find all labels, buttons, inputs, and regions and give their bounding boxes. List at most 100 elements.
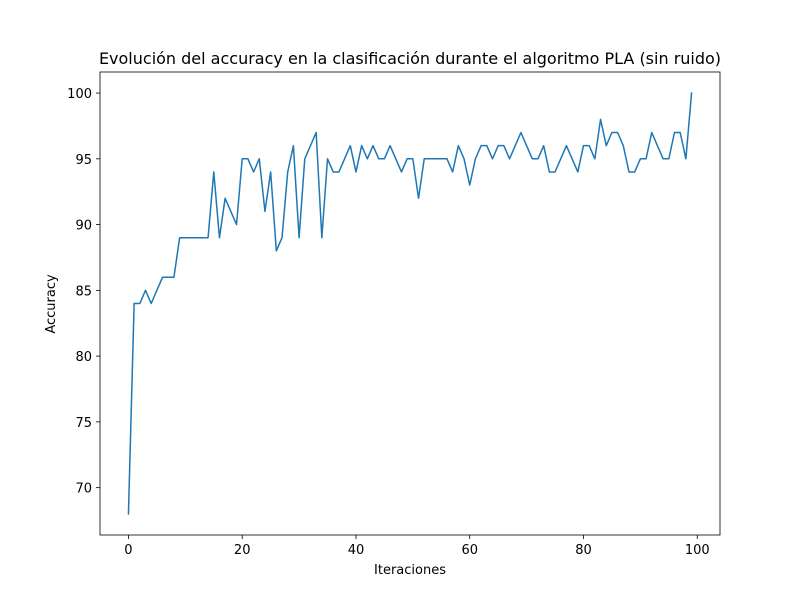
- data-point: [190, 237, 192, 239]
- data-point: [463, 158, 465, 160]
- data-point: [628, 171, 630, 173]
- data-point: [657, 145, 659, 147]
- data-point: [611, 132, 613, 134]
- data-point: [372, 145, 374, 147]
- data-point: [685, 158, 687, 160]
- x-axis-ticks: 0 20 40 60 80 100: [124, 535, 710, 558]
- data-point: [281, 237, 283, 239]
- data-point: [662, 158, 664, 160]
- y-tick-label: 80: [75, 350, 92, 365]
- data-point: [651, 132, 653, 134]
- x-tick-label: 20: [234, 543, 251, 558]
- data-point: [526, 145, 528, 147]
- data-point: [617, 132, 619, 134]
- data-point: [571, 158, 573, 160]
- data-point: [531, 158, 533, 160]
- data-point: [179, 237, 181, 239]
- data-point: [588, 145, 590, 147]
- data-point: [230, 211, 232, 213]
- data-point: [247, 158, 249, 160]
- data-point: [167, 276, 169, 278]
- x-tick-label: 40: [348, 543, 365, 558]
- data-point: [543, 145, 545, 147]
- data-point: [469, 184, 471, 186]
- data-point: [173, 276, 175, 278]
- x-tick-label: 100: [685, 543, 710, 558]
- data-point: [270, 171, 272, 173]
- y-tick-label: 90: [75, 219, 92, 234]
- data-point: [241, 158, 243, 160]
- y-tick-label: 85: [75, 284, 92, 299]
- x-tick-label: 80: [575, 543, 592, 558]
- x-tick-label: 0: [124, 543, 132, 558]
- x-axis-label: Iteraciones: [374, 563, 446, 578]
- data-point: [634, 171, 636, 173]
- data-point: [133, 303, 135, 305]
- data-point: [480, 145, 482, 147]
- data-point: [395, 158, 397, 160]
- data-point: [401, 171, 403, 173]
- data-point: [378, 158, 380, 160]
- data-point: [293, 145, 295, 147]
- data-point: [503, 145, 505, 147]
- data-point: [566, 145, 568, 147]
- data-point: [128, 513, 130, 515]
- data-point: [440, 158, 442, 160]
- data-point: [640, 158, 642, 160]
- data-point: [645, 158, 647, 160]
- data-point: [446, 158, 448, 160]
- data-point: [554, 171, 556, 173]
- data-point: [691, 92, 693, 94]
- data-point: [349, 145, 351, 147]
- data-point: [429, 158, 431, 160]
- data-point: [236, 224, 238, 226]
- data-point: [185, 237, 187, 239]
- data-point: [492, 158, 494, 160]
- data-point: [674, 132, 676, 134]
- series-line-accuracy: [127, 92, 693, 515]
- y-tick-label: 100: [67, 87, 92, 102]
- data-point: [287, 171, 289, 173]
- data-point: [514, 145, 516, 147]
- data-point: [332, 171, 334, 173]
- y-axis-ticks: 70 75 80 85 90 95 100: [67, 87, 100, 497]
- data-point: [509, 158, 511, 160]
- data-point: [594, 158, 596, 160]
- plot-area: [100, 72, 720, 535]
- data-point: [560, 158, 562, 160]
- plot-frame: [99, 71, 721, 536]
- y-tick-label: 95: [75, 153, 92, 168]
- data-point: [355, 171, 357, 173]
- data-point: [338, 171, 340, 173]
- data-point: [315, 132, 317, 134]
- data-point: [321, 237, 323, 239]
- data-point: [253, 171, 255, 173]
- data-point: [600, 119, 602, 121]
- data-point: [367, 158, 369, 160]
- data-point: [418, 197, 420, 199]
- data-point: [298, 237, 300, 239]
- data-point: [145, 290, 147, 292]
- data-point: [258, 158, 260, 160]
- x-tick-label: 60: [461, 543, 478, 558]
- data-point: [679, 132, 681, 134]
- y-tick-label: 70: [75, 482, 92, 497]
- data-point: [486, 145, 488, 147]
- data-point: [327, 158, 329, 160]
- data-point: [389, 145, 391, 147]
- data-point: [264, 211, 266, 213]
- data-point: [162, 276, 164, 278]
- data-point: [384, 158, 386, 160]
- data-point: [497, 145, 499, 147]
- data-point: [668, 158, 670, 160]
- data-point: [207, 237, 209, 239]
- data-point: [537, 158, 539, 160]
- data-point: [150, 303, 152, 305]
- data-point: [219, 237, 221, 239]
- data-point: [435, 158, 437, 160]
- data-point: [412, 158, 414, 160]
- data-point: [156, 290, 158, 292]
- data-point: [213, 171, 215, 173]
- data-point: [549, 171, 551, 173]
